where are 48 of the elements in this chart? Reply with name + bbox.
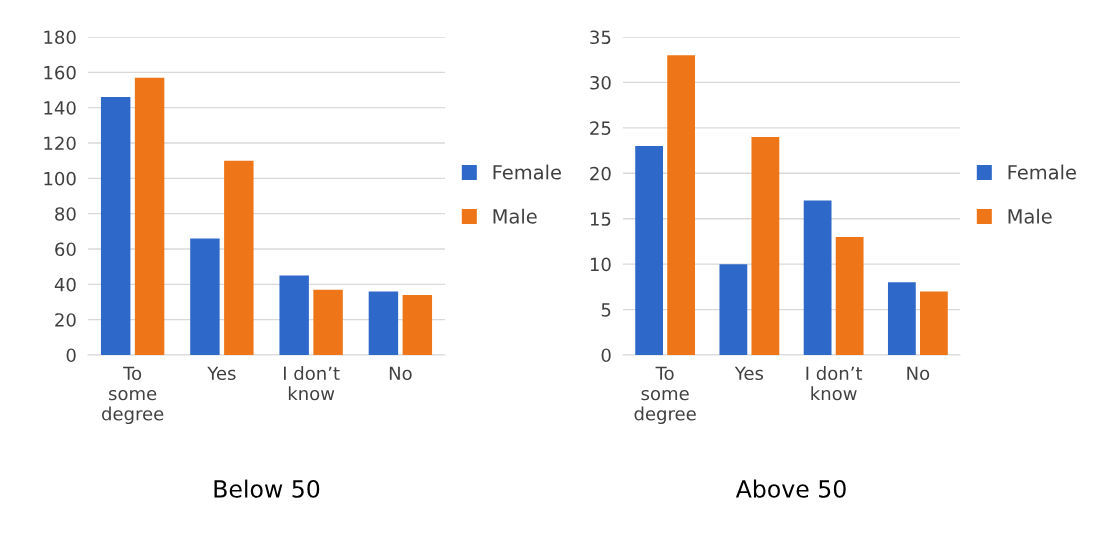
legend-label: Male [1008,208,1052,224]
y-tick-label: 20 [55,313,76,327]
y-tick-label: 60 [55,242,76,257]
bar [190,238,220,355]
y-tick-label: 30 [590,75,611,90]
bar [313,289,343,355]
bar [100,97,131,355]
bar [719,264,748,355]
y-tick-label: 120 [44,136,76,151]
y-tick-label: 5 [601,303,611,317]
legend-label: Female [493,164,561,180]
bar [667,55,696,355]
legend-label: Female [1008,164,1076,180]
bar [368,291,399,355]
y-tick-label: 10 [590,257,611,272]
x-tick-label: I don’t know [806,366,863,401]
bar [134,77,165,355]
y-tick-label: 15 [590,212,611,226]
y-tick-label: 35 [590,30,611,45]
bar [751,136,780,355]
x-tick-label: Yes [734,366,764,381]
legend-label: Male [493,208,537,224]
y-tick-label: 25 [590,121,611,135]
x-tick-label: Yes [207,366,236,381]
y-tick-label: 160 [44,65,76,80]
y-tick-label: 140 [44,101,76,115]
y-tick-label: 100 [44,171,76,186]
y-tick-label: 80 [55,207,76,221]
y-tick-label: 40 [54,277,76,292]
x-tick-label: To some degree [634,366,696,425]
bar [402,294,433,355]
x-tick-label: No [907,366,930,381]
bar [635,146,664,355]
y-tick-label: 180 [44,30,76,45]
bar [224,160,254,355]
bar [919,291,948,355]
x-axis-title: Below 50 [214,479,320,498]
bar [887,282,916,355]
bar [803,200,832,355]
y-tick-label: 0 [601,348,611,363]
x-tick-label: I don’t know [283,366,340,401]
x-tick-label: No [389,366,412,381]
bar [835,236,864,355]
y-tick-label: 20 [590,166,611,181]
x-tick-label: To some degree [101,366,164,425]
bar [279,275,309,355]
x-axis-title: Above 50 [735,479,846,498]
y-tick-label: 0 [66,348,76,363]
